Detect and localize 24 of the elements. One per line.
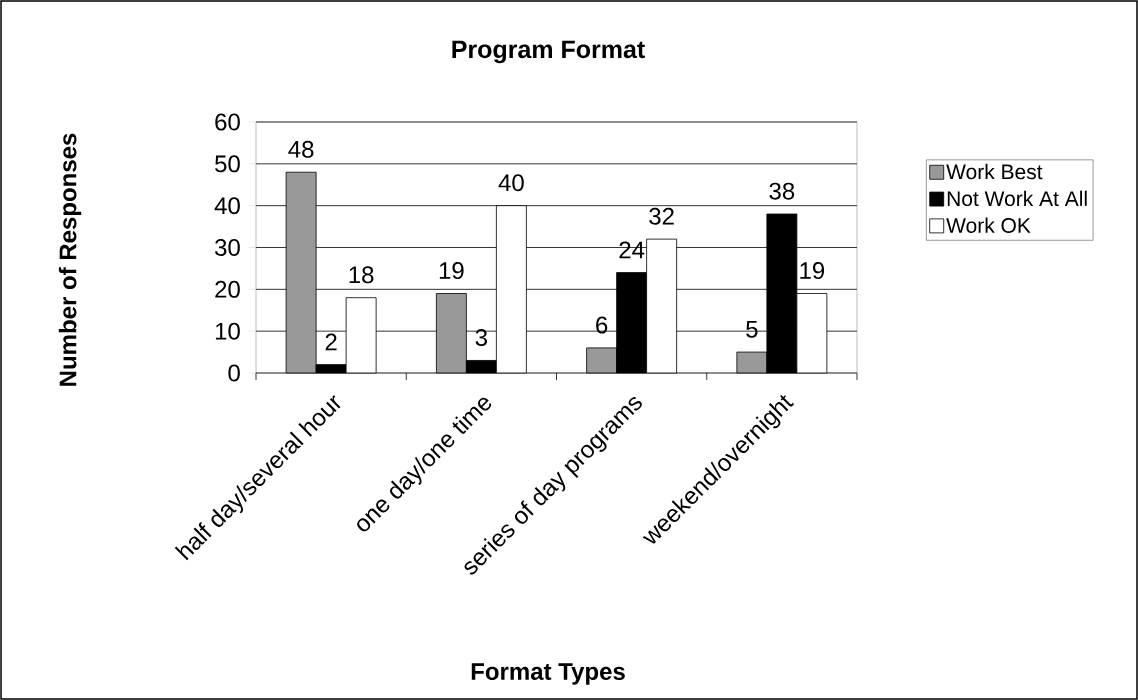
data-label: 32	[649, 207, 674, 225]
data-label: 40	[498, 174, 524, 192]
y-tick-label: 20	[215, 280, 240, 298]
y-tick-label: 60	[215, 113, 240, 131]
data-label: 5	[746, 320, 758, 338]
y-axis-title: Number of Responses	[58, 133, 82, 386]
legend-label: Work Best	[946, 163, 1043, 180]
data-label: 38	[769, 182, 795, 200]
data-label: 19	[439, 262, 464, 280]
legend-label: Work OK	[946, 217, 1031, 233]
data-label: 6	[596, 316, 608, 334]
x-axis-title: Format Types	[471, 663, 625, 685]
data-label: 3	[475, 329, 487, 347]
data-label: 48	[288, 140, 314, 158]
y-tick-label: 50	[215, 155, 240, 173]
data-label: 18	[349, 266, 374, 284]
y-tick-label: 30	[215, 239, 240, 256]
y-tick-label: 0	[228, 364, 240, 382]
y-tick-label: 10	[215, 322, 240, 340]
y-tick-label: 40	[214, 197, 240, 215]
data-label: 2	[325, 333, 337, 351]
data-label: 19	[800, 262, 825, 280]
chart-title: Program Format	[452, 40, 645, 64]
legend-label: Not Work At All	[947, 190, 1087, 207]
